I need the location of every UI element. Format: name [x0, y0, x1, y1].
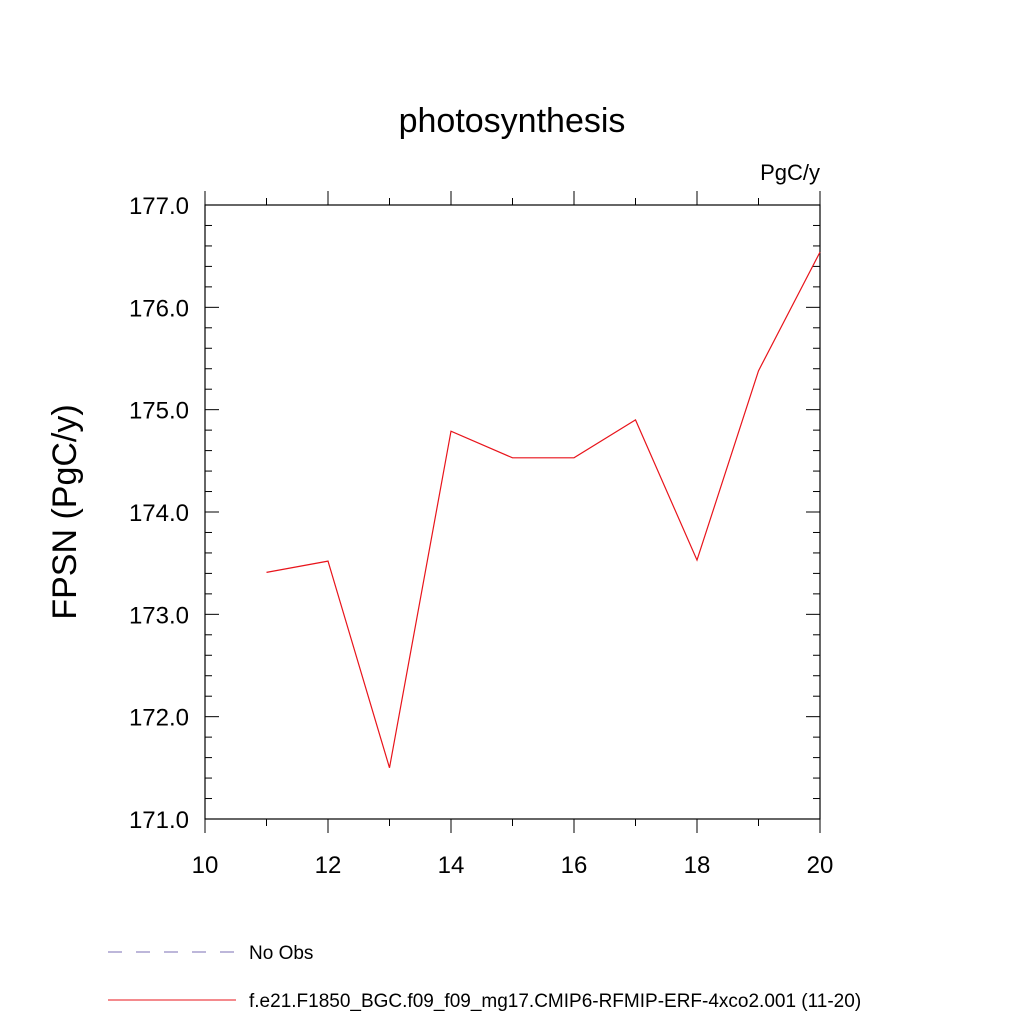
y-tick-label: 171.0 — [129, 807, 189, 834]
y-axis-title: FPSN (PgC/y) — [46, 404, 84, 619]
y-tick-label: 175.0 — [129, 398, 189, 425]
y-tick-label: 173.0 — [129, 602, 189, 629]
y-tick-label: 176.0 — [129, 295, 189, 322]
x-tick-label: 18 — [684, 852, 711, 879]
legend-label: No Obs — [249, 943, 313, 964]
x-tick-label: 20 — [807, 852, 834, 879]
series-line — [266, 251, 821, 768]
units-label: PgC/y — [760, 160, 820, 185]
legend-label: f.e21.F1850_BGC.f09_f09_mg17.CMIP6-RFMIP… — [249, 991, 861, 1012]
series-layer — [266, 251, 821, 768]
y-tick-label: 172.0 — [129, 705, 189, 732]
x-tick-label: 14 — [438, 852, 465, 879]
x-tick-label: 12 — [315, 852, 342, 879]
y-tick-label: 174.0 — [129, 500, 189, 527]
legend: No Obs f.e21.F1850_BGC.f09_f09_mg17.CMIP6… — [108, 943, 861, 1012]
plot-frame — [204, 204, 821, 820]
chart-title: photosynthesis — [399, 102, 626, 140]
x-tick-label: 16 — [561, 852, 588, 879]
y-axis-tick-labels: 171.0 172.0 173.0 174.0 175.0 176.0 177.0 — [129, 193, 189, 834]
y-tick-label: 177.0 — [129, 193, 189, 220]
axis-ticks — [204, 191, 821, 833]
x-tick-label: 10 — [192, 852, 219, 879]
x-axis-tick-labels: 10 12 14 16 18 20 — [192, 852, 834, 879]
